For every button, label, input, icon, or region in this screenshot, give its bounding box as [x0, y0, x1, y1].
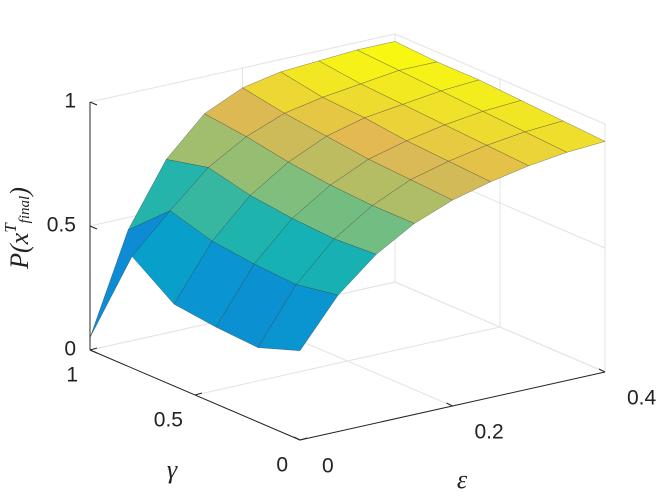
z-tick: [89, 225, 98, 230]
y-tick-label: 0: [276, 454, 288, 477]
z-label-sub: final: [17, 196, 33, 224]
grid-line: [194, 326, 501, 396]
x-tick-label: 0.2: [475, 421, 504, 444]
z-label-sup: T: [1, 222, 20, 233]
axes: 0 0.5 1 0 0.5 1 0 0.2 0.4: [47, 90, 657, 478]
z-tick-label: 0: [64, 338, 76, 361]
x-tick-label: 0.4: [627, 387, 657, 410]
z-tick: [89, 349, 98, 354]
y-tick: [194, 392, 203, 396]
y-tick-label: 1: [66, 364, 78, 387]
y-tick: [299, 437, 308, 441]
surface: [89, 41, 606, 351]
x-tick: [293, 436, 301, 441]
x-tick-label: 0: [322, 455, 334, 478]
z-axis-label: P(xTfinal): [1, 187, 34, 270]
y-axis-label: γ: [167, 455, 178, 484]
z-label-close: ): [5, 187, 34, 198]
z-label-base: P(x: [5, 232, 34, 270]
z-tick-label: 1: [64, 90, 76, 113]
y-tick: [89, 347, 98, 351]
x-axis-label: ε: [457, 465, 468, 494]
z-tick: [89, 101, 98, 106]
x-tick: [446, 402, 453, 407]
z-tick-label: 0.5: [47, 214, 76, 237]
y-tick-label: 0.5: [154, 409, 183, 432]
surface-patch: [257, 284, 339, 351]
x-tick: [598, 368, 606, 373]
